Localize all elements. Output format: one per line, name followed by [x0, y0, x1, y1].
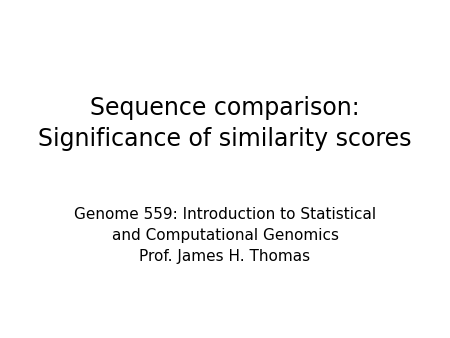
Text: Genome 559: Introduction to Statistical
and Computational Genomics
Prof. James H: Genome 559: Introduction to Statistical …: [74, 208, 376, 264]
Text: Sequence comparison:
Significance of similarity scores: Sequence comparison: Significance of sim…: [38, 96, 412, 151]
